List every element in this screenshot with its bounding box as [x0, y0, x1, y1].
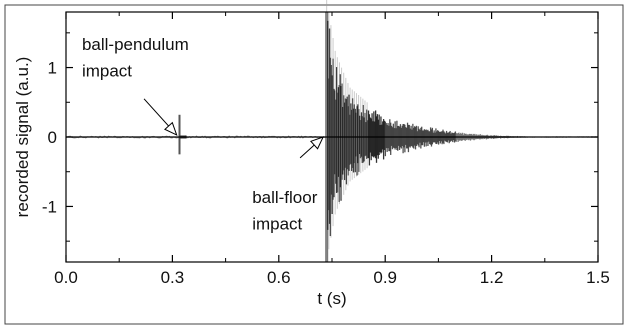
x-tick-label: 0.0	[54, 268, 78, 287]
x-axis-label: t (s)	[317, 289, 346, 308]
annotations: ball-pendulum impact ball-floor impact	[82, 35, 323, 233]
y-tick-label: -1	[42, 197, 57, 216]
x-tick-label: 0.6	[267, 268, 291, 287]
x-tick-label: 1.5	[586, 268, 610, 287]
annotation-ball-floor-line1: ball-floor	[252, 188, 318, 207]
y-tick-label: 1	[48, 59, 57, 78]
x-tick-label: 0.9	[373, 268, 397, 287]
y-axis-label: recorded signal (a.u.)	[13, 57, 32, 218]
annotation-ball-pendulum-line2: impact	[82, 62, 132, 81]
y-tick-label: 0	[48, 128, 57, 147]
x-tick-label: 0.3	[161, 268, 185, 287]
annotation-ball-pendulum-line1: ball-pendulum	[82, 35, 189, 54]
x-tick-label: 1.2	[480, 268, 504, 287]
annotation-ball-floor-line2: impact	[252, 214, 302, 233]
